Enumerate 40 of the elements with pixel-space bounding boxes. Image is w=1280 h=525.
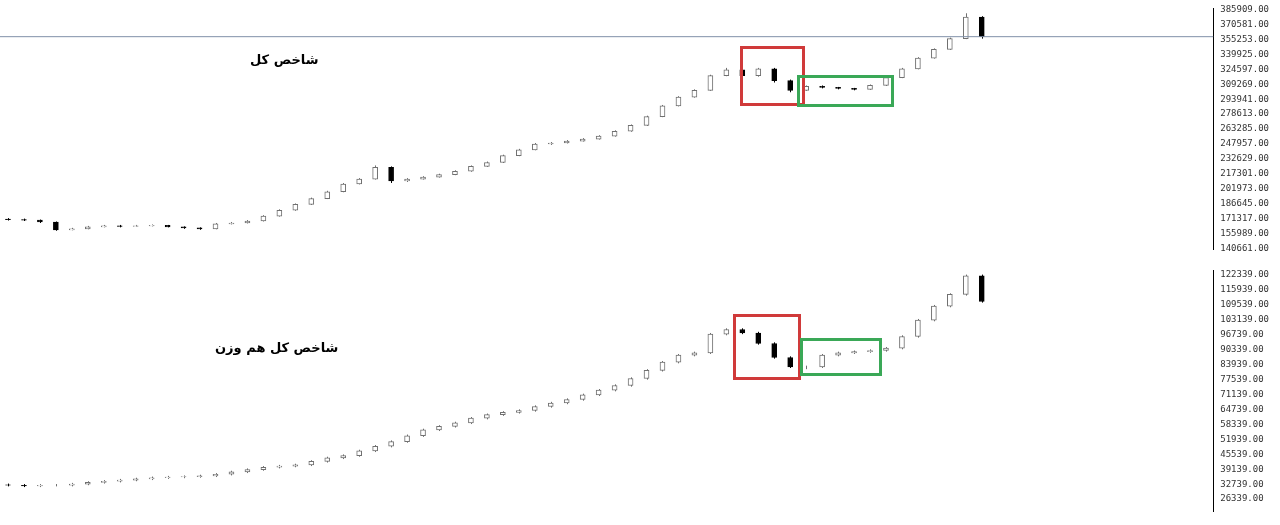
y-tick-label: 39139.00	[1220, 463, 1264, 474]
y-tick-label: 339925.00	[1220, 48, 1270, 59]
y-tick-label: 293941.00	[1220, 93, 1270, 104]
y-tick-label: 51939.00	[1220, 433, 1264, 444]
y-tick-label: 370581.00	[1220, 18, 1270, 29]
y-tick-label: 77539.00	[1220, 373, 1264, 384]
y-tick-label: 155989.00	[1220, 228, 1270, 239]
y-tick-label: 247957.00	[1220, 138, 1270, 149]
y-tick-label: 140661.00	[1220, 243, 1270, 254]
y-tick-label: 115939.00	[1220, 284, 1270, 295]
y-tick-label: 71139.00	[1220, 388, 1264, 399]
y-tick-label: 96739.00	[1220, 329, 1264, 340]
y-tick-label: 171317.00	[1220, 213, 1270, 224]
y-tick-label: 109539.00	[1220, 299, 1270, 310]
y-tick-label: 278613.00	[1220, 108, 1270, 119]
candlestick	[196, 226, 203, 231]
y-tick-label: 232629.00	[1220, 153, 1270, 164]
y-tick-label: 324597.00	[1220, 63, 1270, 74]
y-tick-label: 103139.00	[1220, 314, 1270, 325]
y-tick-label: 32739.00	[1220, 478, 1264, 489]
y-tick-label: 26339.00	[1220, 493, 1264, 504]
y-tick-label: 186645.00	[1220, 198, 1270, 209]
y-tick-label: 83939.00	[1220, 358, 1264, 369]
y-tick-label: 309269.00	[1220, 78, 1270, 89]
text: شاخص کل	[250, 52, 319, 67]
y-tick-label: 355253.00	[1220, 33, 1270, 44]
candlestick	[978, 15, 985, 40]
y-tick-label: 64739.00	[1220, 403, 1264, 414]
y-tick-label: 263285.00	[1220, 123, 1270, 134]
y-tick-label: 385909.00	[1220, 3, 1270, 14]
y-tick-label: 201973.00	[1220, 183, 1270, 194]
text: شاخص کل هم وزن	[215, 340, 339, 355]
y-tick-label: 58339.00	[1220, 418, 1264, 429]
candlestick	[915, 318, 921, 339]
y-tick-label: 45539.00	[1220, 448, 1264, 459]
candlestick	[5, 217, 11, 222]
y-tick-label: 217301.00	[1220, 168, 1270, 179]
y-tick-label: 122339.00	[1220, 269, 1270, 280]
candlestick	[180, 225, 187, 230]
y-tick-label: 90339.00	[1220, 344, 1264, 355]
